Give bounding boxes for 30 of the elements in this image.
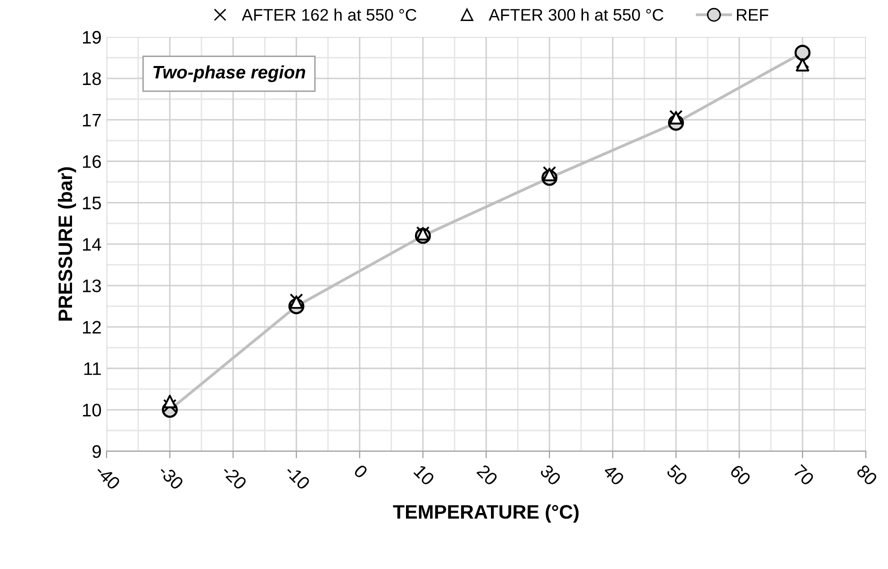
x-tick-label: 50 [666, 464, 688, 486]
x-tick-label: -30 [158, 464, 184, 490]
x-tick-label: 70 [792, 464, 815, 486]
x-tick-label: 80 [856, 464, 878, 486]
y-tick-label: 18 [82, 72, 101, 86]
y-tick-label: 16 [82, 155, 101, 168]
y-tick-label: 15 [82, 196, 101, 210]
legend-label: AFTER 300 h at 550 °C [488, 8, 664, 21]
x-axis-title: TEMPERATURE (°C) [393, 504, 579, 523]
x-tick-label: 10 [413, 464, 436, 486]
x-tick-label: -20 [221, 464, 248, 490]
y-tick-label: 11 [84, 362, 101, 375]
y-tick-label: 19 [82, 30, 101, 44]
y-tick-label: 10 [82, 404, 101, 417]
annotation: Two-phase region [153, 65, 306, 82]
x-tick-label: -40 [94, 464, 121, 490]
y-tick-label: 17 [82, 114, 101, 126]
legend-label: REF [736, 9, 768, 21]
y-tick-label: 14 [82, 238, 102, 251]
x-tick-label: -10 [284, 464, 311, 490]
x-tick-label: 0 [353, 464, 368, 479]
x-tick-label: 20 [476, 464, 498, 486]
y-tick-label: 12 [82, 320, 101, 334]
x-tick-label: 40 [602, 464, 625, 486]
x-tick-label: 30 [539, 464, 562, 486]
y-tick-label: 13 [82, 279, 101, 292]
x-tick-label: 60 [729, 464, 752, 486]
y-tick-label: 9 [92, 445, 101, 458]
legend-label: AFTER 162 h at 550 °C [242, 8, 416, 21]
y-axis-title: PRESSURE (bar) [58, 167, 76, 321]
